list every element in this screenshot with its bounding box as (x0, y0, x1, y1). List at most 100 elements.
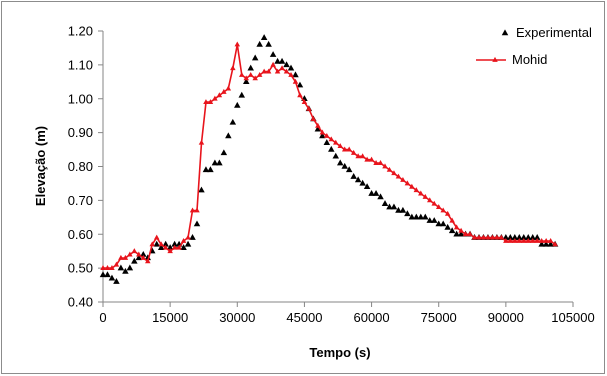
data-point (211, 159, 219, 166)
data-point (413, 213, 420, 220)
data-point (189, 207, 196, 213)
data-point (471, 234, 478, 240)
y-tick-label: 0.90 (68, 125, 93, 140)
data-point (430, 217, 438, 223)
data-point (328, 136, 335, 142)
data-point (439, 220, 447, 227)
x-axis-title: Tempo (s) (309, 345, 370, 360)
data-point (274, 57, 281, 64)
data-point (512, 237, 518, 243)
data-point (136, 251, 142, 257)
data-point (292, 71, 299, 78)
data-point (533, 234, 541, 240)
data-point (315, 122, 321, 128)
data-point (319, 132, 326, 139)
y-tick-label: 0.60 (68, 227, 93, 242)
data-point (372, 189, 380, 196)
data-point (543, 237, 549, 243)
data-point (274, 68, 281, 74)
legend: Experimental Mohid (476, 25, 592, 67)
data-point (427, 197, 433, 203)
data-point (216, 159, 223, 166)
data-point (229, 118, 237, 125)
data-point (542, 240, 550, 247)
data-point (158, 241, 164, 247)
data-point (278, 57, 286, 64)
data-point (457, 230, 465, 237)
data-point (198, 186, 205, 193)
x-tick-label: 90000 (488, 310, 524, 325)
data-point (131, 257, 138, 264)
data-point (292, 78, 299, 84)
data-point (220, 149, 228, 156)
data-point (104, 265, 111, 271)
data-point (520, 234, 528, 240)
data-point (449, 217, 455, 223)
data-point (145, 258, 151, 264)
data-point (426, 217, 434, 223)
data-point (194, 207, 200, 213)
data-point (516, 237, 523, 243)
data-point (185, 234, 191, 240)
data-point (167, 248, 173, 254)
data-point (184, 240, 192, 247)
data-point (149, 241, 155, 247)
data-point (113, 278, 120, 284)
data-point (140, 254, 147, 260)
data-point (283, 61, 290, 68)
data-point (234, 101, 241, 108)
data-point (157, 244, 165, 251)
data-point (270, 61, 276, 67)
data-point (440, 207, 446, 213)
y-tick-label: 0.70 (68, 193, 93, 208)
data-point (113, 261, 120, 267)
data-point (314, 125, 322, 132)
data-point (529, 237, 536, 243)
data-point (287, 64, 295, 71)
data-point (269, 51, 277, 57)
x-tick-label: 45000 (286, 310, 322, 325)
data-point (207, 166, 214, 173)
data-point (521, 237, 527, 243)
data-point (377, 160, 384, 165)
data-point (144, 254, 152, 261)
legend-label: Mohid (512, 52, 547, 67)
data-point (252, 75, 258, 81)
data-point (260, 34, 268, 40)
data-point (364, 156, 370, 162)
data-point (480, 234, 487, 240)
data-point (323, 139, 331, 146)
data-point (390, 203, 398, 210)
data-point (239, 71, 245, 77)
data-point (377, 193, 384, 200)
axes (102, 31, 573, 303)
data-point (306, 105, 312, 111)
data-point (534, 237, 540, 243)
data-point (225, 132, 232, 139)
series-layer (99, 34, 559, 284)
data-point (417, 213, 425, 220)
data-point (238, 91, 246, 98)
data-point (368, 189, 375, 196)
data-point (180, 237, 187, 243)
legend-label: Experimental (516, 25, 592, 40)
data-point (359, 179, 366, 186)
data-point (395, 206, 402, 213)
data-point (216, 92, 223, 98)
data-point (538, 237, 545, 243)
data-point (207, 99, 214, 105)
y-tick-label: 0.40 (68, 295, 93, 310)
data-point (395, 173, 402, 179)
data-point (202, 166, 210, 173)
data-point (126, 264, 134, 271)
data-point (386, 166, 393, 172)
data-point (444, 223, 451, 230)
data-point (458, 227, 464, 233)
data-point (435, 204, 442, 210)
data-point (503, 237, 509, 243)
data-point (279, 65, 285, 71)
data-point (502, 234, 510, 240)
data-point (355, 153, 361, 159)
data-point (225, 85, 232, 91)
